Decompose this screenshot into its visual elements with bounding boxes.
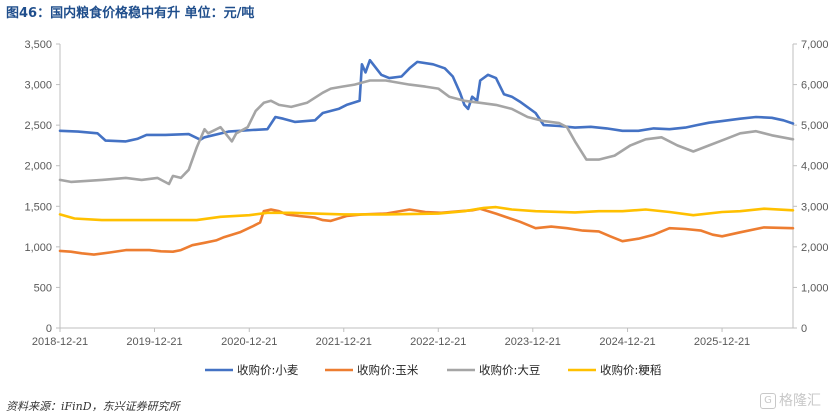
series-line-3	[58, 79, 795, 186]
x-tick-label: 2020-12-21	[221, 336, 277, 348]
watermark-text: 格隆汇	[779, 393, 821, 409]
y-left-tick-label: 2,500	[24, 120, 52, 132]
y-right-tick-label: 6,000	[801, 80, 829, 92]
x-tick-label: 2022-12-21	[410, 336, 466, 348]
chart-series	[58, 58, 795, 256]
y-right-tick-label: 7,000	[801, 39, 829, 51]
x-tick-label: 2019-12-21	[126, 336, 182, 348]
y-left-tick-label: 2,000	[24, 161, 52, 173]
watermark-logo-icon: G	[760, 393, 776, 409]
legend-label-1: 收购价:小麦	[237, 363, 299, 377]
y-left-tick-label: 500	[34, 282, 52, 294]
series-line-2	[58, 207, 795, 256]
y-right-tick-label: 5,000	[801, 120, 829, 132]
chart-title: 图46：国内粮食价格稳中有升 单位：元/吨	[6, 6, 255, 21]
y-right-tick-label: 2,000	[801, 242, 829, 254]
legend-label-3: 收购价:大豆	[479, 363, 540, 377]
y-left-tick-label: 3,000	[24, 80, 52, 92]
watermark: G 格隆汇	[760, 390, 821, 410]
series-line-4	[58, 205, 795, 222]
y-right-tick-label: 1,000	[801, 282, 829, 294]
chart-legend: 收购价:小麦 收购价:玉米 收购价:大豆 收购价:粳稻	[205, 363, 661, 377]
y-left-tick-label: 1,500	[24, 201, 52, 213]
x-tick-label: 2018-12-21	[32, 336, 88, 348]
legend-label-2: 收购价:玉米	[357, 363, 419, 377]
x-tick-label: 2023-12-21	[505, 336, 561, 348]
y-right-tick-label: 0	[801, 323, 807, 335]
chart-axes: 0 500 1,000 1,500 2,000 2,500 3,000 3,500 0 1,000…	[24, 39, 828, 348]
y-left-tick-label: 1,000	[24, 242, 52, 254]
x-tick-label: 2024-12-21	[599, 336, 655, 348]
x-tick-label: 2021-12-21	[316, 336, 372, 348]
legend-label-4: 收购价:粳稻	[600, 363, 661, 377]
y-left-tick-label: 0	[46, 323, 52, 335]
x-tick-label: 2025-12-21	[694, 336, 750, 348]
y-right-tick-label: 4,000	[801, 161, 829, 173]
y-left-tick-label: 3,500	[24, 39, 52, 51]
y-right-tick-label: 3,000	[801, 201, 829, 213]
series-line-1	[58, 58, 795, 143]
source-note: 资料来源：iFinD，东兴证券研究所	[6, 400, 180, 413]
